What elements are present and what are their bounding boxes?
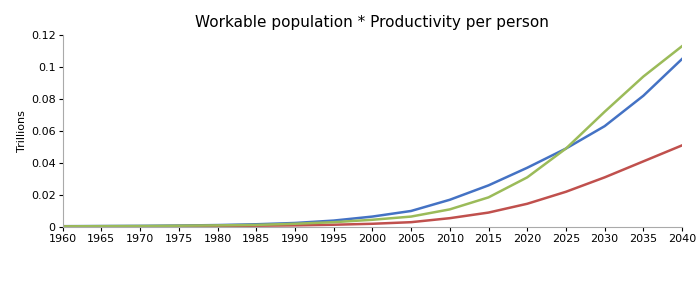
India	[291, 223, 299, 227]
China	[214, 223, 222, 227]
India	[136, 225, 144, 228]
China	[407, 209, 416, 213]
China	[368, 215, 377, 218]
India	[484, 211, 493, 214]
India	[329, 223, 338, 226]
India	[445, 217, 454, 220]
India (China rate)	[407, 215, 416, 218]
India (China rate)	[329, 221, 338, 224]
China	[445, 198, 454, 201]
China	[58, 224, 67, 228]
India (China rate)	[97, 224, 106, 228]
India (China rate)	[136, 224, 144, 228]
Line: China: China	[63, 59, 682, 226]
India (China rate)	[368, 218, 377, 221]
Line: India (China rate): India (China rate)	[63, 46, 682, 226]
Title: Workable population * Productivity per person: Workable population * Productivity per p…	[196, 15, 549, 30]
China	[562, 147, 570, 150]
India	[175, 224, 183, 228]
India	[639, 159, 647, 163]
China	[523, 166, 532, 169]
China	[678, 57, 686, 61]
India (China rate)	[214, 223, 222, 227]
Line: India: India	[63, 146, 682, 226]
India (China rate)	[291, 222, 299, 226]
China	[639, 94, 647, 97]
India (China rate)	[601, 110, 609, 113]
China	[484, 184, 493, 187]
China	[175, 224, 183, 227]
India (China rate)	[445, 208, 454, 211]
China	[329, 219, 338, 222]
India	[214, 224, 222, 228]
India	[97, 225, 106, 228]
India	[407, 221, 416, 224]
India	[523, 202, 532, 205]
India (China rate)	[639, 75, 647, 78]
China	[601, 125, 609, 128]
India (China rate)	[58, 225, 67, 228]
India	[252, 224, 260, 228]
China	[97, 224, 106, 228]
China	[252, 223, 260, 226]
India (China rate)	[252, 223, 260, 227]
India (China rate)	[175, 224, 183, 228]
China	[291, 221, 299, 225]
India (China rate)	[523, 175, 532, 179]
India (China rate)	[678, 44, 686, 48]
India	[368, 222, 377, 226]
India	[678, 144, 686, 147]
India (China rate)	[484, 196, 493, 199]
India (China rate)	[562, 147, 570, 150]
Y-axis label: Trillions: Trillions	[17, 110, 26, 152]
India	[58, 225, 67, 228]
Legend: China, India, India (China rate): China, India, India (China rate)	[226, 287, 519, 291]
India	[562, 190, 570, 194]
India	[601, 175, 609, 179]
China	[136, 224, 144, 228]
